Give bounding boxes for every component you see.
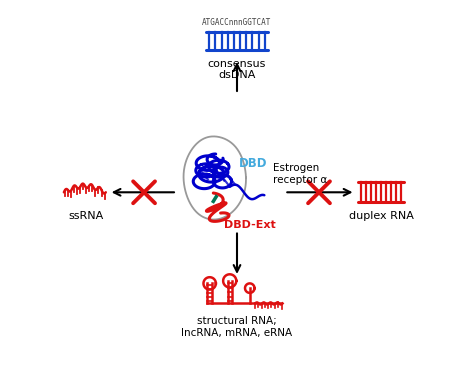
Text: duplex RNA: duplex RNA <box>348 211 413 221</box>
Text: DBD: DBD <box>239 157 267 169</box>
Text: Estrogen
receptor α: Estrogen receptor α <box>273 163 328 185</box>
Text: ssRNA: ssRNA <box>68 211 103 221</box>
Polygon shape <box>183 137 246 219</box>
Text: consensus
dsDNA: consensus dsDNA <box>208 58 266 80</box>
Text: DBD-Ext: DBD-Ext <box>224 220 276 230</box>
Text: structural RNA;
lncRNA, mRNA, eRNA: structural RNA; lncRNA, mRNA, eRNA <box>182 316 292 338</box>
Text: ATGACCnnnGGTCAT: ATGACCnnnGGTCAT <box>202 18 272 27</box>
